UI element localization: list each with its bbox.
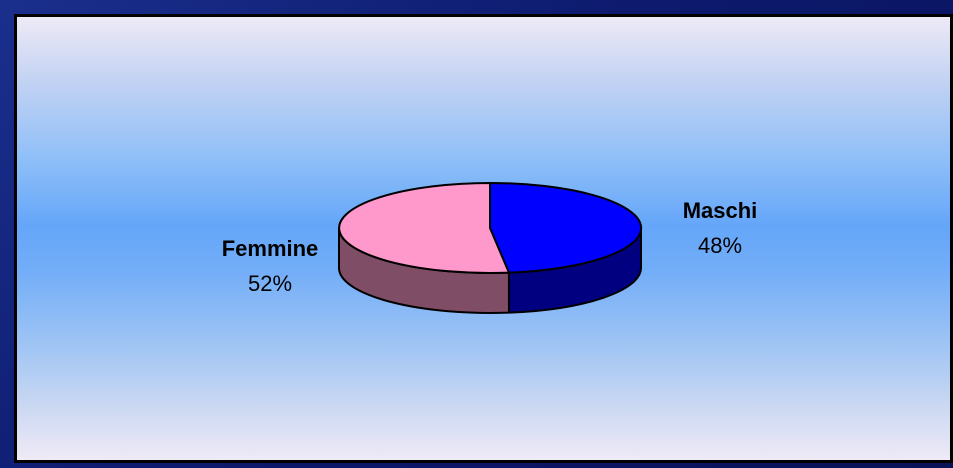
pie-slice-femmine (338, 182, 510, 274)
chart-plot-area: Maschi 48% Femmine 52% (14, 14, 953, 463)
pie-chart: Maschi 48% Femmine 52% (222, 182, 758, 315)
slice-label-femmine: Femmine (222, 236, 319, 261)
slice-label-maschi: Maschi (683, 198, 758, 223)
slice-value-femmine: 52% (248, 271, 292, 296)
pie-slice-maschi (489, 182, 643, 274)
slice-value-maschi: 48% (698, 233, 742, 258)
